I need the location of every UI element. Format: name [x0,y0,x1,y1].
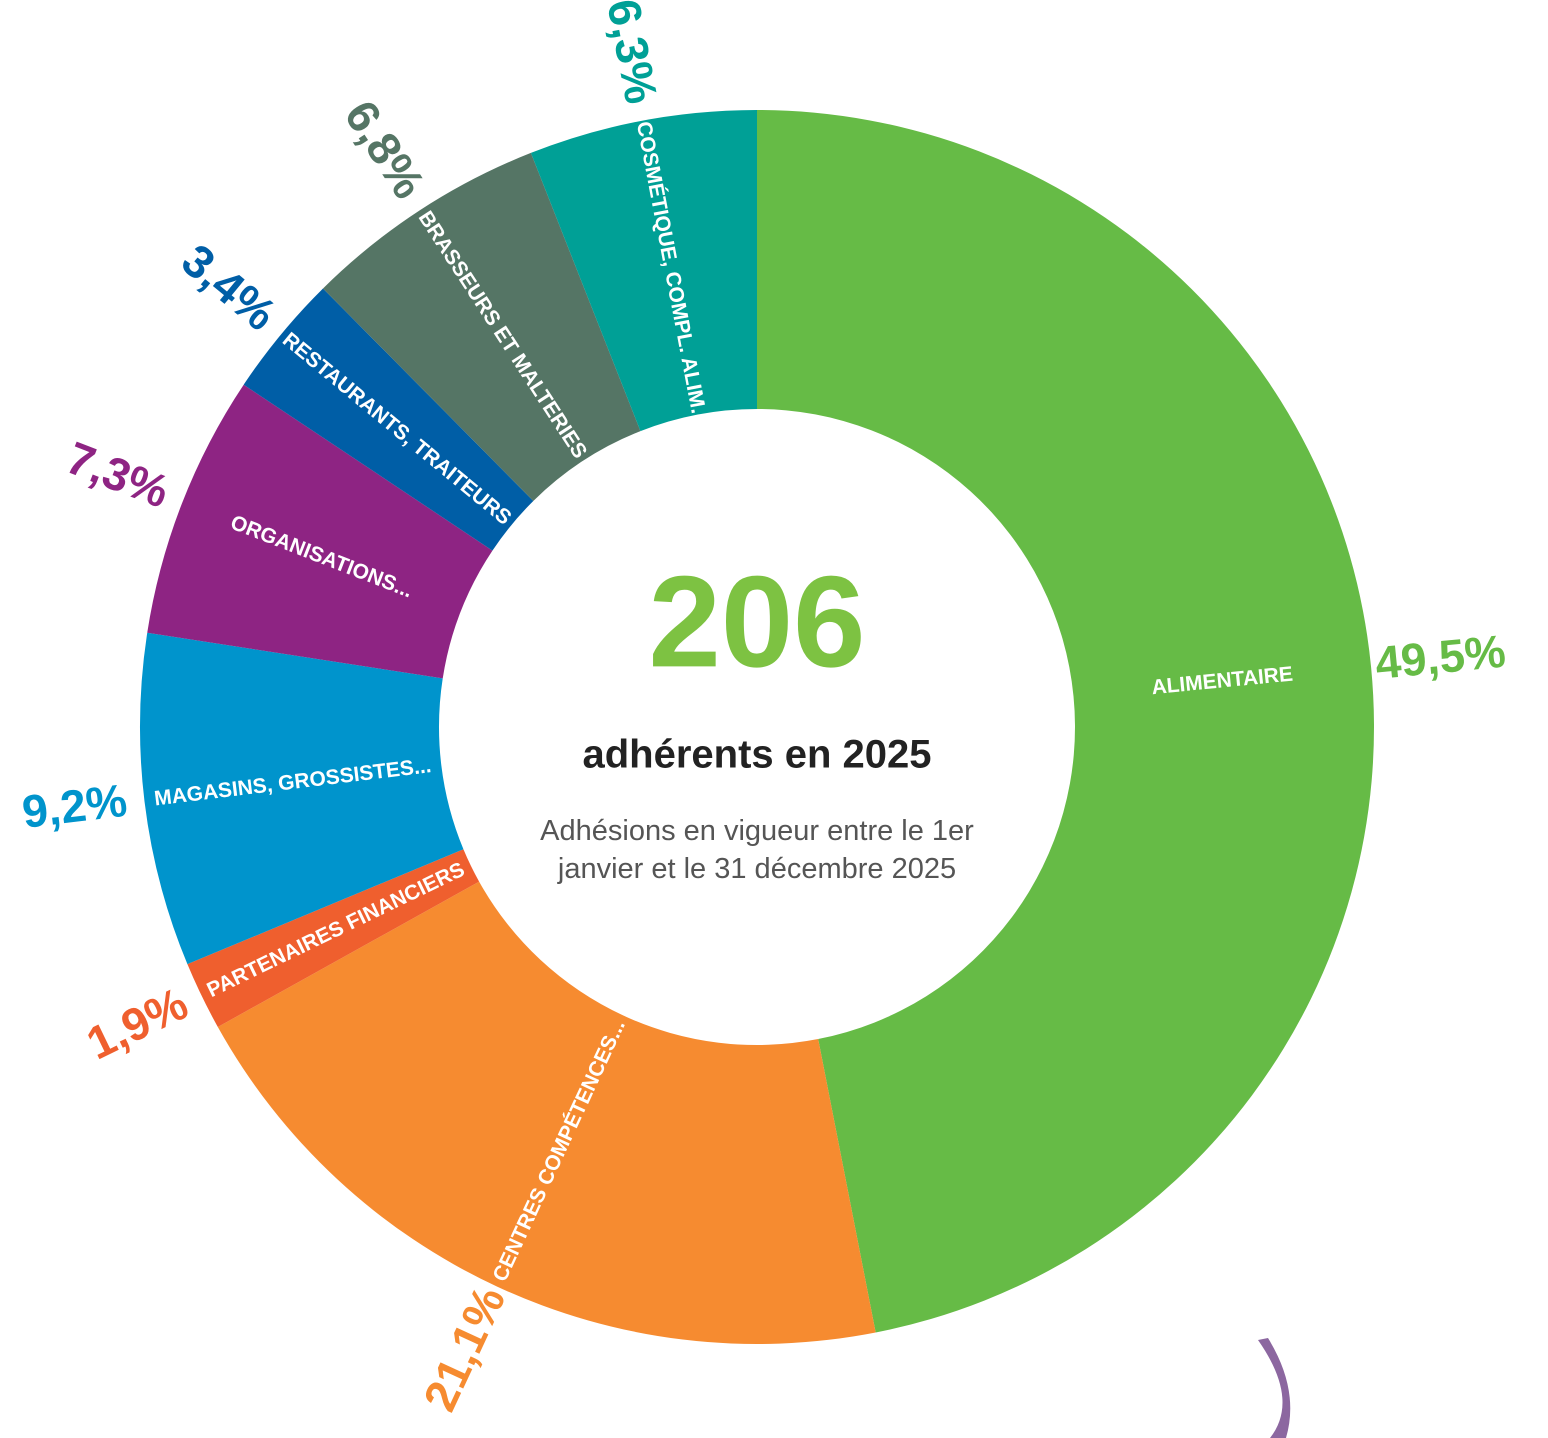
donut-segment [757,110,1374,1333]
donut-segment [139,632,464,965]
center-value: 206 [649,548,866,694]
value-label: 21,1% [413,1278,515,1418]
value-label: 6,8% [335,91,436,207]
donut-segment [322,152,641,501]
center-subtitle-box: Adhésions en vigueur entre le 1er janvie… [540,815,974,885]
center-title: adhérents en 2025 [582,733,931,777]
donut-segment [187,849,480,1027]
value-label: 3,4% [172,234,286,341]
value-label: 9,2% [19,774,129,838]
decoration [1258,1338,1291,1438]
value-label: 49,5% [1373,625,1508,689]
value-label: 7,3% [60,431,177,517]
value-label: 1,9% [79,977,196,1070]
donut-segment [217,881,876,1344]
donut-segment [147,384,493,679]
donut-segment [243,288,534,551]
value-label: 6,3% [597,0,668,108]
center-subtitle: Adhésions en vigueur entre le 1er janvie… [540,815,974,885]
donut-segment [530,110,757,432]
